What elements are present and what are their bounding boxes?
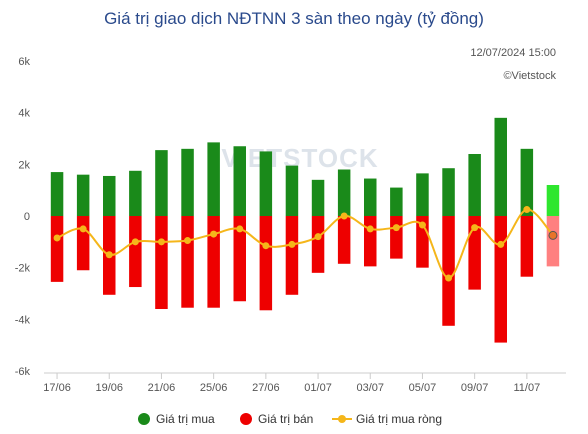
net-point (131, 238, 139, 246)
buy-bar (50, 172, 64, 216)
x-tick-label: 05/07 (409, 382, 437, 394)
buy-bar (494, 117, 507, 216)
sell-bar (468, 216, 481, 290)
buy-bar (364, 178, 377, 216)
x-tick-label: 03/07 (356, 382, 384, 394)
y-tick-label: -2k (15, 263, 31, 275)
buy-bar (155, 150, 168, 216)
x-tick-label: 19/06 (95, 382, 123, 394)
y-tick-label: 0 (24, 211, 30, 223)
chart-timestamp: 12/07/2024 15:00 (470, 47, 556, 59)
buy-bar (416, 173, 429, 216)
legend-label: Giá trị mua (156, 412, 215, 426)
sell-bar (364, 216, 377, 267)
net-point (184, 237, 192, 245)
buy-bar (520, 148, 534, 216)
legend-symbol (240, 413, 252, 425)
net-point (523, 206, 531, 214)
buy-bar (207, 142, 220, 216)
net-point (105, 251, 113, 259)
net-point (340, 212, 348, 220)
y-tick-label: 6k (18, 56, 30, 68)
buy-bar (311, 179, 325, 216)
watermark-text: VIETSTOCK (221, 143, 378, 173)
y-axis: 6k 4k 2k 0 -2k -4k -6k (15, 56, 31, 378)
net-point (445, 274, 453, 282)
sell-bar (442, 216, 455, 326)
buy-bar (337, 169, 351, 216)
legend-symbol (338, 415, 346, 423)
net-point (210, 230, 218, 238)
sell-bar (311, 216, 325, 273)
x-tick-label: 21/06 (148, 382, 176, 394)
net-point (53, 234, 61, 242)
x-tick-label: 01/07 (304, 382, 332, 394)
legend-label: Giá trị bán (258, 412, 313, 426)
legend-label: Giá trị mua ròng (356, 412, 442, 426)
sell-bar (50, 216, 64, 282)
x-axis: 17/06 19/06 21/06 25/06 27/06 01/07 03/07 05/07… (43, 372, 566, 394)
bars (50, 117, 560, 343)
sell-bar (129, 216, 142, 288)
net-point (236, 225, 244, 233)
buy-bar (285, 165, 299, 216)
sell-bar (233, 216, 246, 302)
y-tick-label: -4k (15, 314, 31, 326)
y-tick-label: -6k (15, 366, 31, 378)
buy-bar (103, 175, 116, 216)
sell-bar (259, 216, 273, 311)
chart-title: Giá trị giao dịch NĐTNN 3 sàn theo ngày … (104, 9, 484, 28)
buy-bar (181, 148, 194, 216)
buy-bar (129, 170, 142, 216)
net-point (288, 240, 296, 248)
buy-bar (546, 185, 560, 216)
x-tick-label: 25/06 (200, 382, 228, 394)
sell-bar (181, 216, 194, 308)
sell-bar (546, 216, 560, 267)
sell-bar (155, 216, 168, 309)
net-point (471, 224, 479, 232)
net-point (366, 225, 374, 233)
sell-bar (390, 216, 403, 259)
y-tick-label: 2k (18, 159, 30, 171)
chart-credit: ©Vietstock (503, 70, 556, 82)
net-point (418, 221, 426, 229)
buy-bar (390, 187, 403, 216)
buy-bar (468, 154, 481, 216)
net-point (548, 230, 558, 240)
x-tick-label: 09/07 (461, 382, 489, 394)
net-line (53, 206, 558, 282)
legend: Giá trị mua Giá trị bán Giá trị mua ròng (138, 412, 442, 426)
buy-bar (76, 174, 90, 216)
x-tick-label: 11/07 (513, 382, 540, 394)
legend-symbol (138, 413, 150, 425)
sell-bar (207, 216, 220, 308)
buy-bar (259, 151, 273, 216)
net-point (497, 240, 505, 248)
sell-bar (494, 216, 507, 343)
y-tick-label: 4k (18, 108, 30, 120)
buy-bar (233, 146, 246, 216)
net-point (157, 238, 165, 246)
net-point (314, 233, 322, 241)
sell-bar (520, 216, 534, 277)
net-point (79, 225, 87, 233)
net-point (262, 242, 270, 250)
buy-bar (442, 168, 455, 216)
sell-bar (337, 216, 351, 264)
x-tick-label: 27/06 (252, 382, 280, 394)
x-tick-label: 17/06 (43, 382, 71, 394)
net-point (392, 224, 400, 232)
sell-bar (76, 216, 90, 271)
sell-bar (285, 216, 299, 295)
